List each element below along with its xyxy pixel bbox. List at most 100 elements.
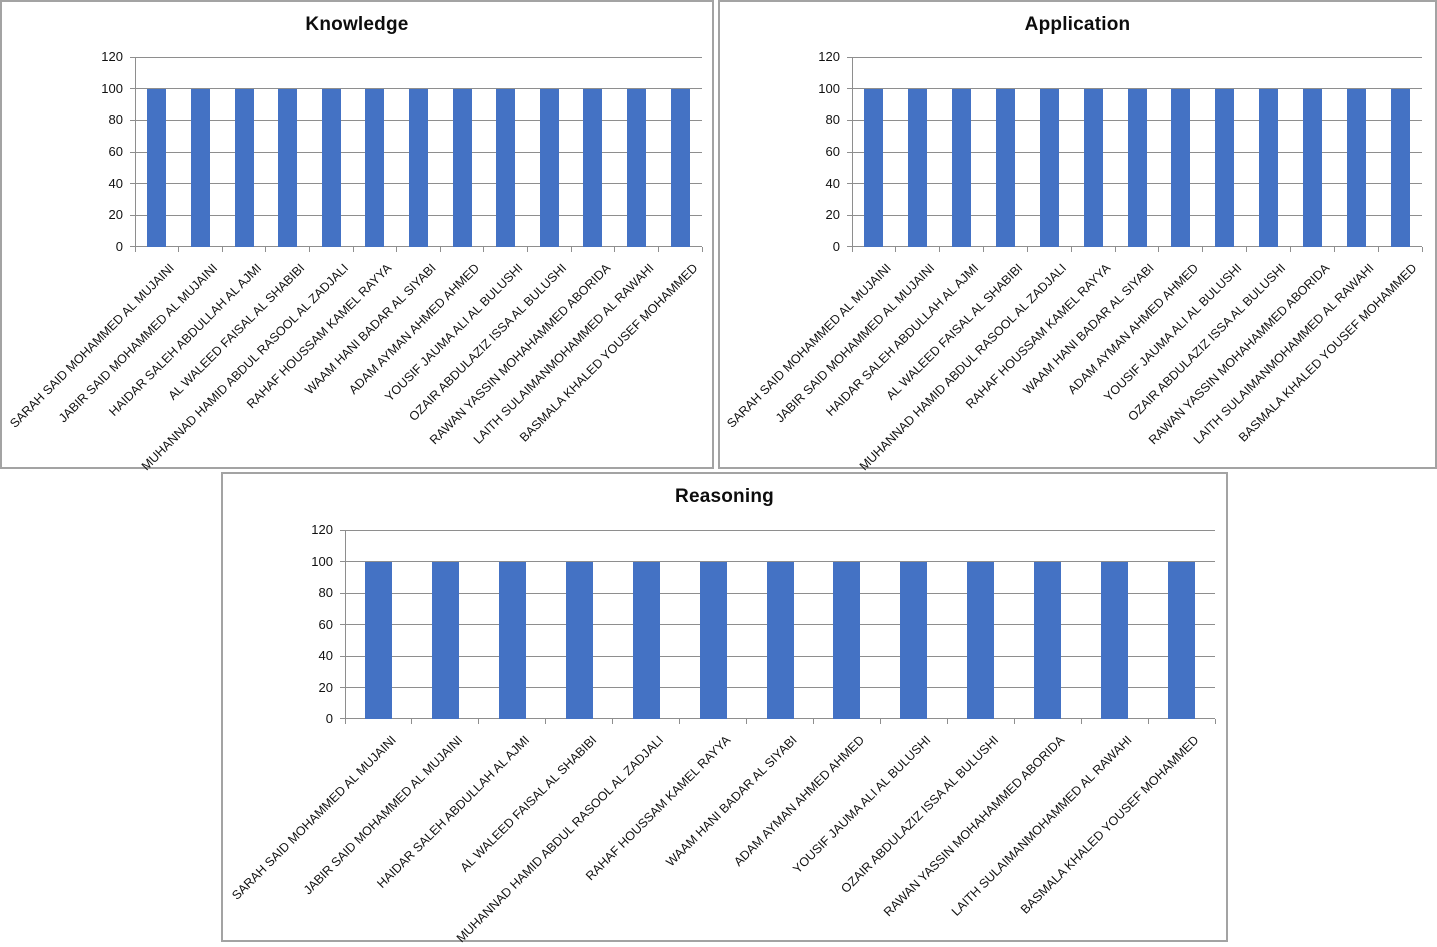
- y-tick-mark: [340, 687, 345, 688]
- y-tick-mark: [847, 119, 852, 121]
- x-tick-mark: [1158, 247, 1160, 252]
- x-tick-mark: [1214, 719, 1216, 724]
- x-tick-mark: [396, 247, 398, 252]
- bar-8: [833, 561, 861, 719]
- x-tick-mark: [812, 719, 814, 724]
- x-tick-mark: [1202, 247, 1204, 252]
- y-tick-label: 20: [108, 207, 123, 223]
- x-tick-mark: [1070, 247, 1072, 252]
- bar-11: [1034, 561, 1062, 719]
- chart-panel-reasoning: Reasoning 0 20 40 60 80 100 120 SARAH SAID MOHA…: [221, 472, 1228, 945]
- x-tick-mark: [1421, 247, 1423, 252]
- bar-4: [278, 88, 298, 247]
- x-tick-mark: [1246, 247, 1248, 252]
- bar-5: [321, 88, 341, 247]
- y-tick-label: 120: [101, 49, 123, 64]
- y-tick-mark: [340, 561, 345, 562]
- y-tick-label: 80: [108, 112, 123, 128]
- bar-1: [864, 88, 884, 247]
- x-category-label: RAHAF HOUSSAM KAMEL RAYYA: [582, 733, 733, 884]
- x-tick-mark: [265, 247, 267, 252]
- y-tick-mark: [130, 88, 135, 90]
- bar-7: [1127, 88, 1147, 247]
- y-tick-label: 60: [825, 144, 840, 159]
- bar-6: [1083, 88, 1103, 247]
- bar-11: [1302, 88, 1322, 247]
- bar-13: [1168, 561, 1196, 719]
- x-category-label: MUHANNAD HAMID ABDUL RASOOL AL ZADJALI: [856, 261, 1070, 474]
- gridline-120: [135, 57, 702, 58]
- bar-10: [539, 88, 559, 247]
- x-tick-mark: [1026, 247, 1028, 252]
- bar-1: [364, 561, 392, 719]
- x-category-label: OZAIR ABDULAZIZ ISSA AL BULUSHI: [1125, 261, 1289, 424]
- y-tick-mark: [847, 88, 852, 90]
- y-tick-mark: [130, 246, 135, 247]
- x-tick-mark: [352, 247, 354, 252]
- x-category-label: WAAM HANI BADAR AL SIYABI: [663, 733, 800, 870]
- gridline-100: [852, 88, 1422, 90]
- x-tick-mark: [1114, 247, 1116, 252]
- y-tick-mark: [130, 119, 135, 121]
- y-tick-mark: [130, 151, 135, 153]
- bar-3: [952, 88, 972, 247]
- y-tick-mark: [130, 214, 135, 216]
- y-tick-label: 40: [318, 648, 333, 663]
- y-axis-line: [851, 57, 853, 252]
- plot-area-application: 0 20 40 60 80 100 120 SARAH SAID MOHAMMED AL MU…: [724, 49, 1423, 473]
- y-tick-mark: [847, 151, 852, 153]
- x-tick-mark: [344, 719, 346, 724]
- plot-area-reasoning: 0 20 40 60 80 100 120 SARAH SAID MOHAMMED AL MU…: [229, 522, 1216, 945]
- bar-2: [431, 561, 459, 719]
- y-tick-label: 20: [825, 207, 840, 223]
- bar-11: [583, 88, 603, 247]
- bar-9: [900, 561, 928, 719]
- x-tick-mark: [134, 247, 136, 252]
- y-tick-mark: [340, 624, 345, 625]
- x-category-label: OZAIR ABDULAZIZ ISSA AL BULUSHI: [406, 261, 570, 424]
- x-tick-mark: [939, 247, 941, 252]
- y-tick-label: 20: [318, 679, 333, 695]
- chart-panel-knowledge: Knowledge 0 20 40 60 80 100 120 SARAH SAID MOHA…: [0, 0, 714, 473]
- gridline-120: [345, 530, 1215, 531]
- y-tick-label: 80: [318, 585, 333, 600]
- y-axis-line: [134, 57, 136, 252]
- bar-8: [1171, 88, 1191, 247]
- x-category-label: MUHANNAD HAMID ABDUL RASOOL AL ZADJALI: [138, 261, 352, 474]
- y-tick-label: 120: [311, 522, 333, 537]
- x-category-label: YOUSIF JAUMA ALI AL BULUSHI: [790, 733, 934, 877]
- y-tick-mark: [130, 183, 135, 185]
- x-tick-mark: [1377, 247, 1379, 252]
- x-tick-mark: [946, 719, 948, 724]
- bar-2: [190, 88, 210, 247]
- y-tick-mark: [340, 592, 345, 594]
- x-category-label: SARAH SAID MOHAMMED AL MUJAINI: [7, 261, 177, 431]
- y-tick-label: 60: [318, 616, 333, 632]
- y-tick-label: 40: [825, 175, 840, 191]
- x-tick-mark: [527, 247, 529, 252]
- bar-12: [1101, 561, 1129, 719]
- y-tick-label: 60: [108, 144, 123, 159]
- x-tick-mark: [411, 719, 413, 724]
- x-tick-mark: [679, 719, 681, 724]
- plot-area-knowledge: 0 20 40 60 80 100 120 SARAH SAID MOHAMMED AL MU…: [7, 49, 703, 473]
- y-tick-label: 100: [311, 553, 333, 569]
- y-tick-mark: [847, 246, 852, 247]
- gridline-100: [135, 88, 702, 90]
- bar-2: [908, 88, 928, 247]
- y-tick-mark: [340, 530, 345, 531]
- bar-4: [565, 561, 593, 719]
- bar-9: [1215, 88, 1235, 247]
- x-tick-mark: [851, 247, 853, 252]
- y-tick-label: 80: [825, 112, 840, 128]
- y-tick-label: 40: [108, 175, 123, 191]
- y-tick-label: 100: [818, 80, 840, 96]
- y-tick-label: 0: [115, 239, 123, 254]
- chart-title-knowledge: Knowledge: [305, 14, 409, 35]
- x-category-label: JABIR SAID MOHAMMED AL MUJAINI: [773, 261, 938, 426]
- bar-6: [365, 88, 385, 247]
- x-tick-mark: [570, 247, 572, 252]
- bar-5: [1039, 88, 1059, 247]
- y-tick-mark: [340, 718, 345, 719]
